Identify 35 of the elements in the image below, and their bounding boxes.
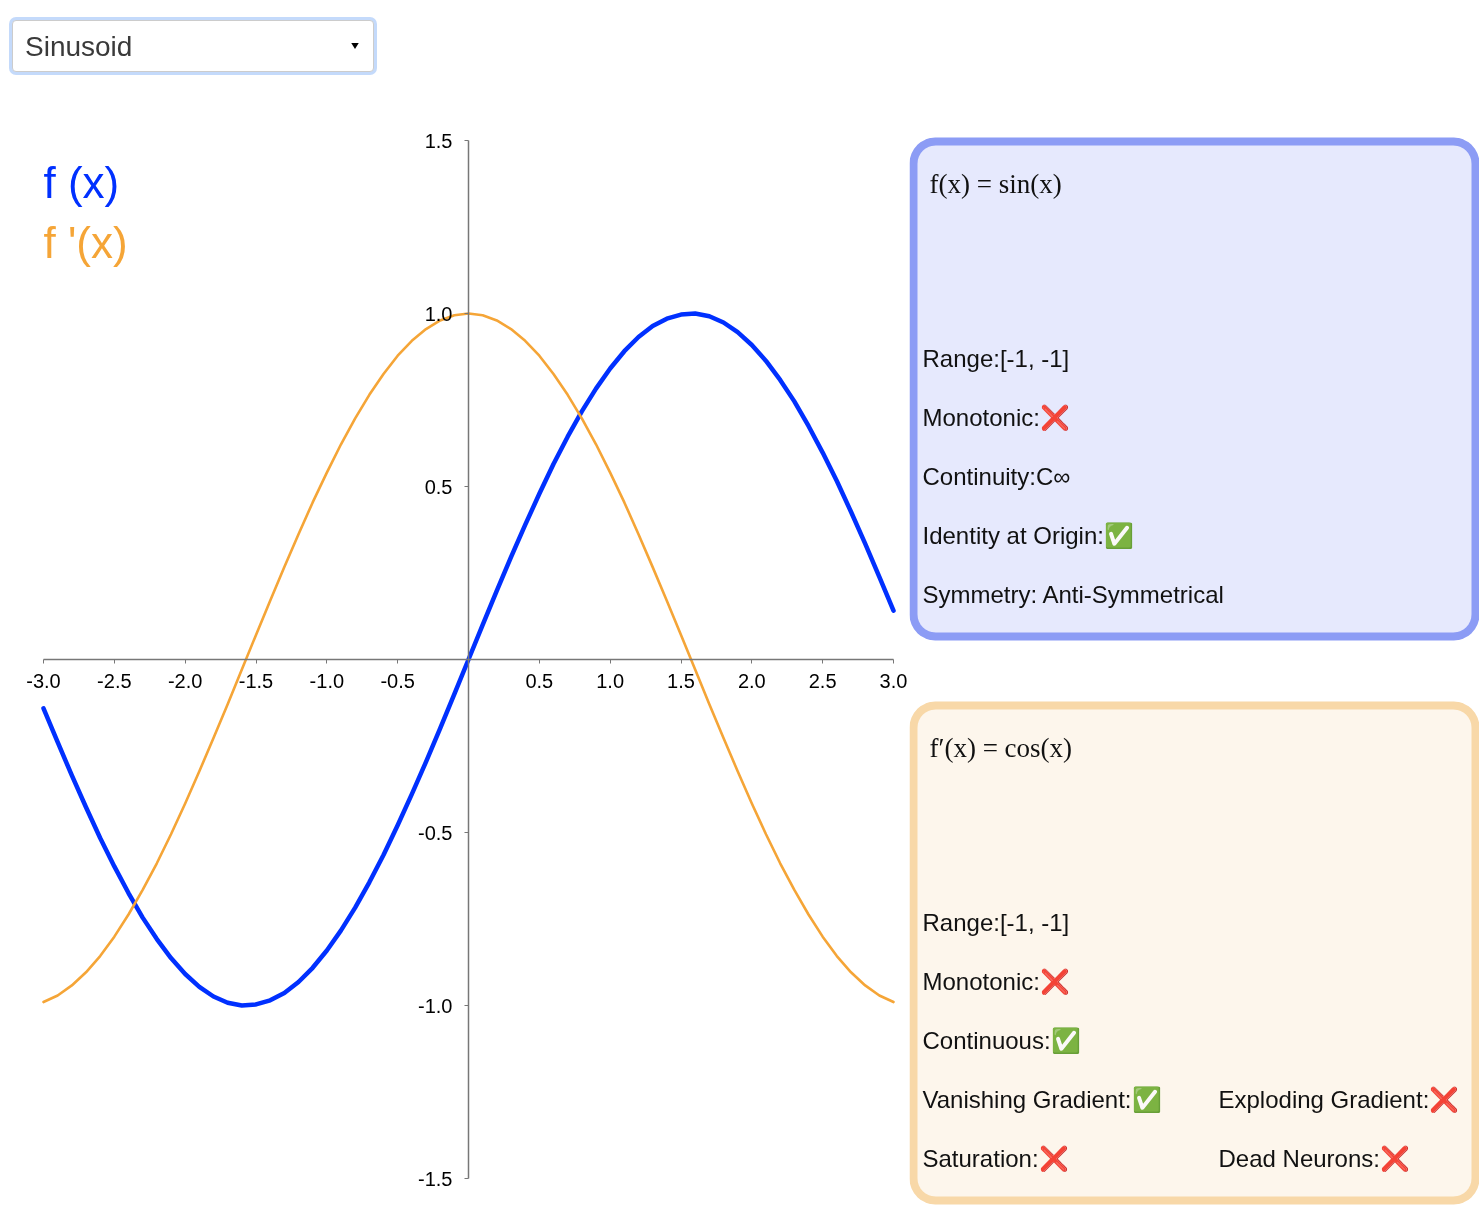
text: Symmetry: Anti-Symmetrical	[922, 581, 1224, 608]
x-tick-label: -2.0	[167, 669, 203, 692]
text: Identity at Origin:✅	[922, 522, 1134, 550]
x-tick-label: -3.0	[26, 669, 61, 692]
text: Range:[-1, -1]	[922, 345, 1070, 372]
y-tick-label: 1.5	[424, 129, 453, 152]
text: Saturation:❌	[922, 1145, 1069, 1173]
text: Continuity:C∞	[922, 463, 1071, 490]
text: Vanishing Gradient:✅	[922, 1086, 1162, 1114]
y-tick-label: 1.0	[424, 302, 453, 325]
y-tick-label: -0.5	[418, 821, 453, 844]
y-tick-label: -1.5	[418, 1167, 453, 1190]
text: Dead Neurons:❌	[1218, 1145, 1410, 1173]
text: Sinusoid	[12, 20, 374, 72]
x-tick-label: -1.0	[309, 669, 345, 692]
text: f(x) = sin(x)	[929, 168, 1062, 199]
x-tick-label: -2.5	[97, 669, 132, 692]
text: Exploding Gradient:❌	[1218, 1086, 1460, 1114]
x-tick-label: -1.5	[238, 669, 274, 692]
text: f (x)	[43, 157, 120, 207]
x-tick-label: 3.0	[879, 669, 908, 692]
x-tick-label: 2.5	[808, 669, 837, 692]
y-tick-label: 0.5	[424, 475, 453, 498]
text: f′(x) = cos(x)	[929, 732, 1073, 763]
text: Monotonic:❌	[922, 968, 1070, 996]
x-tick-label: -0.5	[380, 669, 415, 692]
x-tick-label: 1.0	[596, 669, 625, 692]
text: Monotonic:❌	[922, 404, 1070, 432]
text: f '(x)	[43, 217, 128, 267]
text: Continuous:✅	[922, 1027, 1081, 1055]
x-tick-label: 0.5	[525, 669, 554, 692]
x-tick-label: 1.5	[667, 669, 695, 692]
x-tick-label: 2.0	[737, 669, 766, 692]
text: Range:[-1, -1]	[922, 909, 1070, 936]
y-tick-label: -1.0	[418, 994, 453, 1017]
